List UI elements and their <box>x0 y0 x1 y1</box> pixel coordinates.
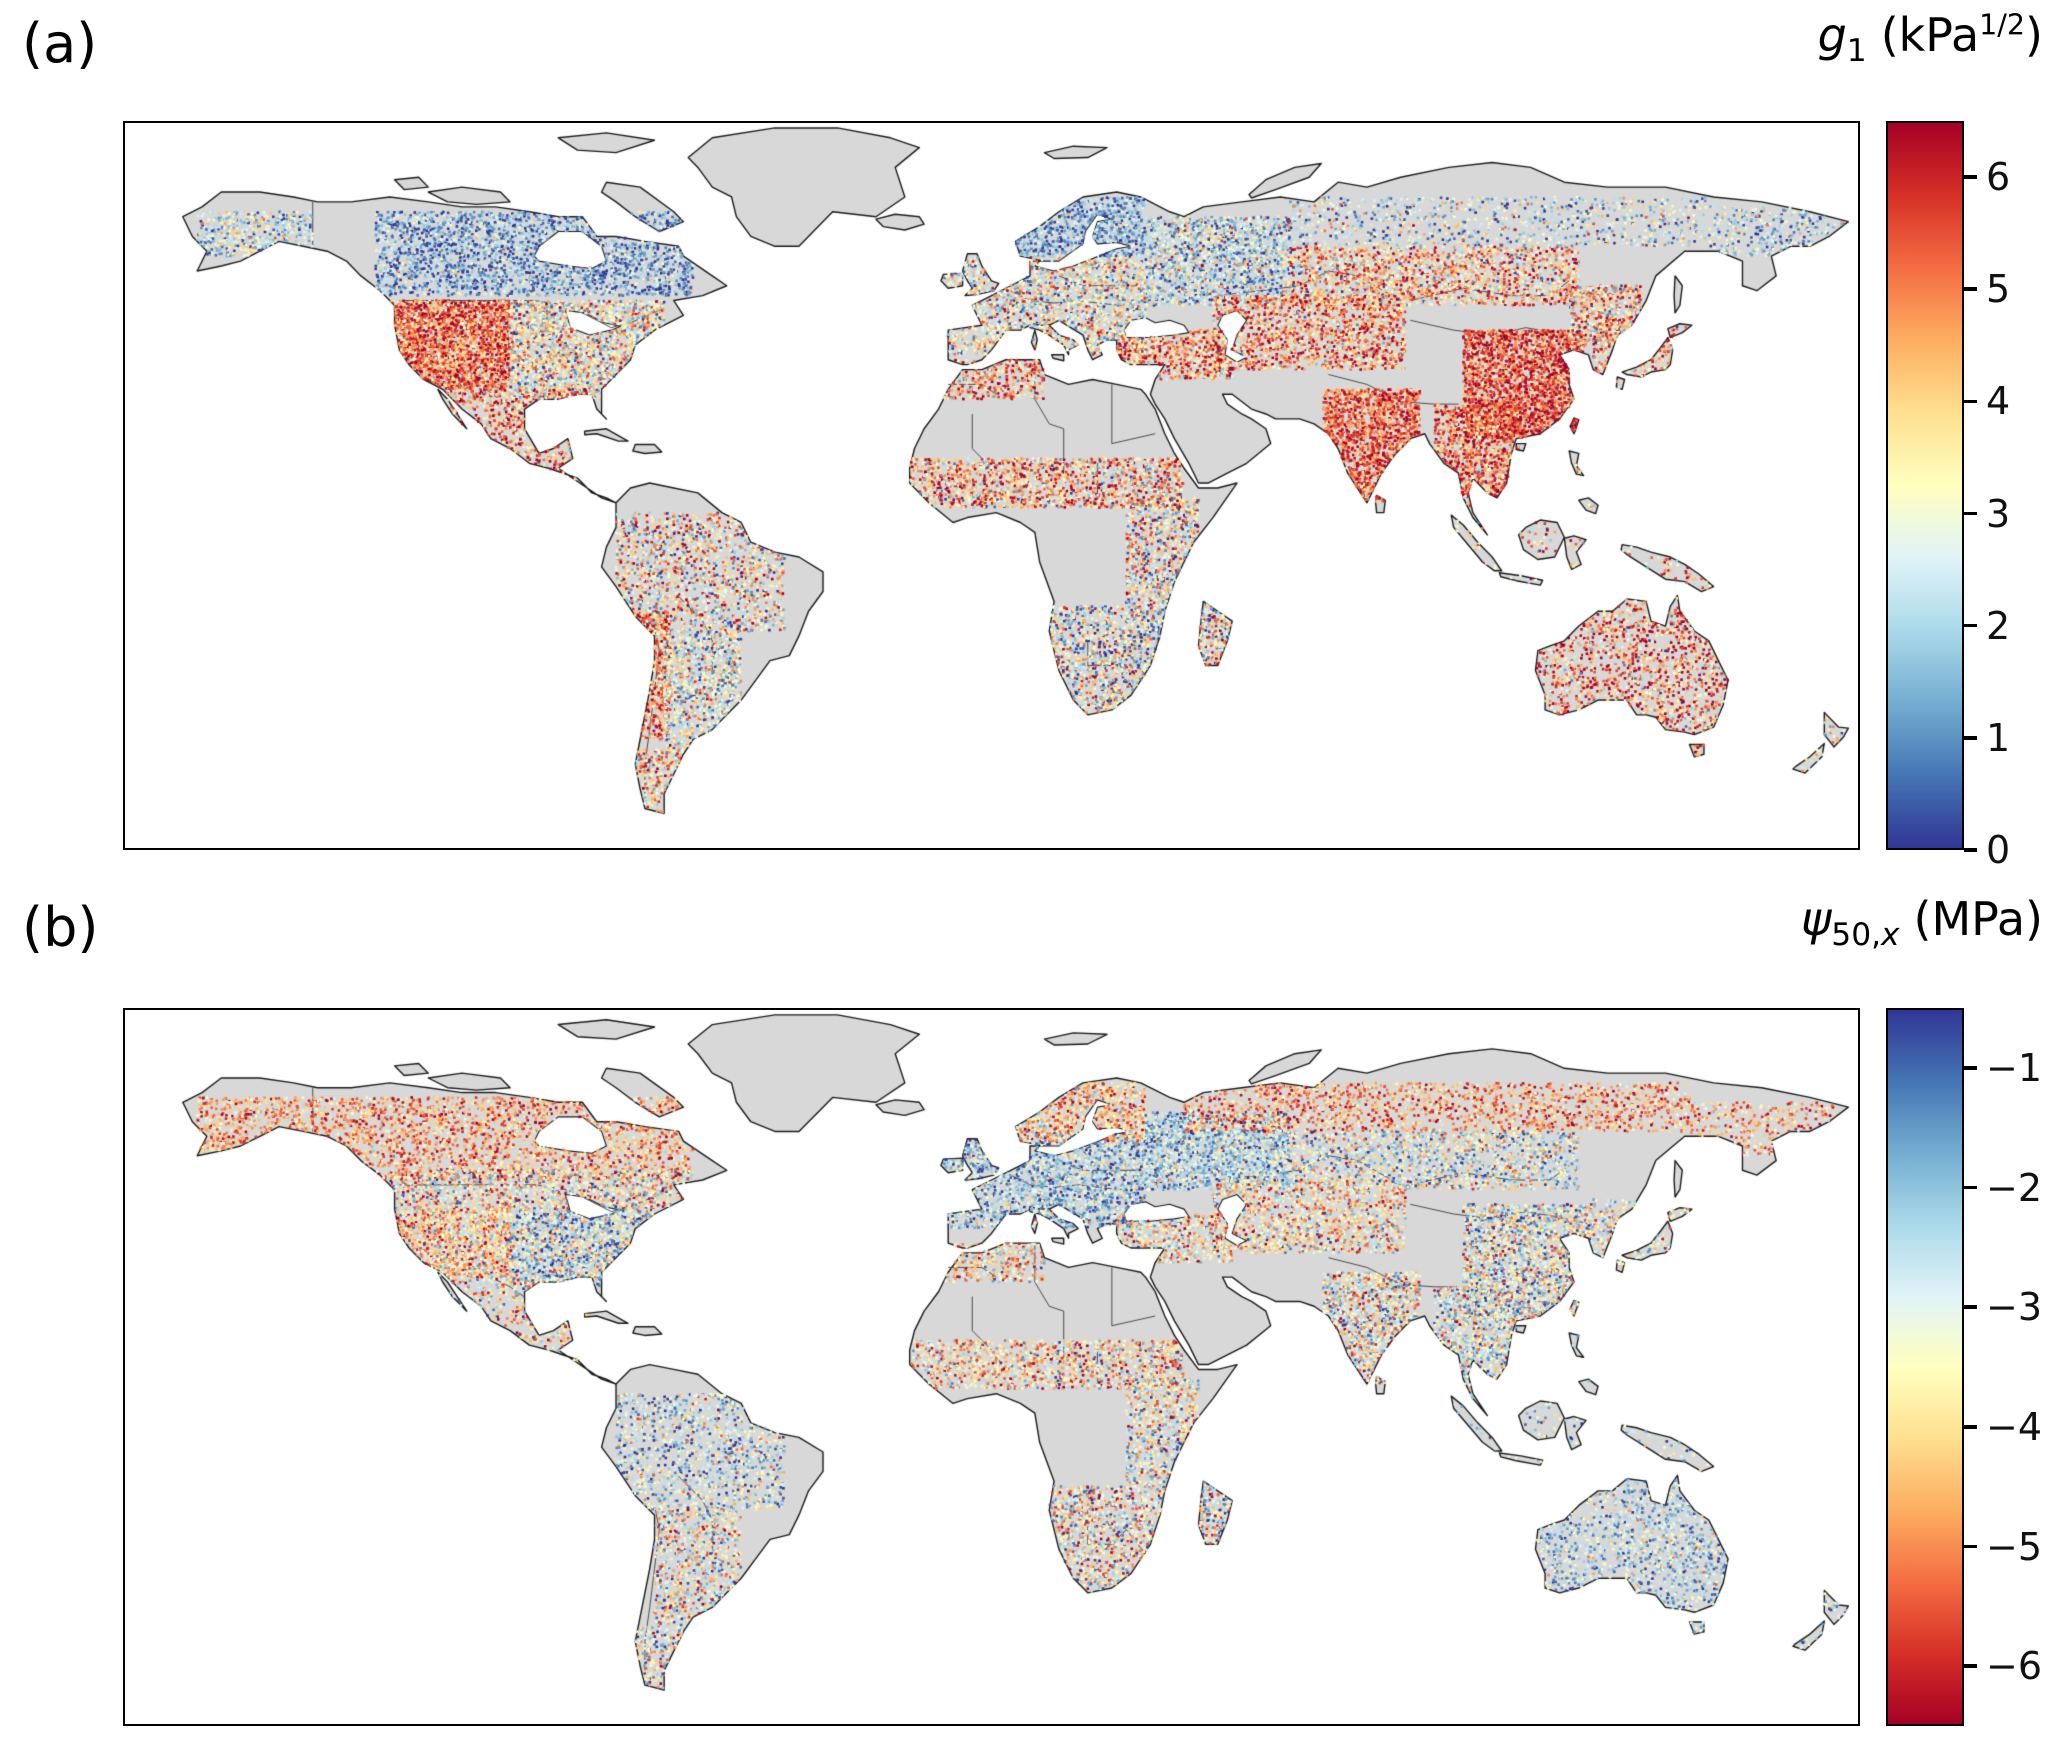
variable-subscript-b: 50,x <box>1831 917 1899 953</box>
colorbar-tick-label: −4 <box>1986 1404 2043 1449</box>
colorbar-title-b: ψ50,x (MPa) <box>1801 892 2043 953</box>
colorbar-tick: −5 <box>1964 1525 2042 1569</box>
colorbar-ticks-a: 0 1 2 3 4 5 6 <box>1886 121 2010 872</box>
colorbar-tick-label: −1 <box>1986 1045 2043 1090</box>
colorbar-tick-mark <box>1964 623 1977 628</box>
colorbar-tick-mark <box>1964 1425 1977 1429</box>
colorbar-tick-mark <box>1964 1066 1977 1070</box>
colorbar-tick: −6 <box>1964 1644 2042 1688</box>
colorbar-tick-label: −3 <box>1986 1285 2043 1330</box>
unit-close-b: ) <box>2025 892 2043 946</box>
unit-open-a: (kPa <box>1880 8 1980 62</box>
colorbar-tick-label: −5 <box>1986 1524 2043 1569</box>
colorbar-tick-label: −6 <box>1986 1644 2043 1689</box>
unit-close-a: ) <box>2025 8 2043 62</box>
colorbar-tick-label: −2 <box>1986 1165 2043 1210</box>
colorbar-tick: −1 <box>1964 1046 2042 1090</box>
colorbar-ticks-b: −1 −2 −3 −4 −5 −6 <box>1886 1008 2042 1726</box>
colorbar-tick: 5 <box>1964 267 2010 311</box>
colorbar-tick: 6 <box>1964 155 2010 199</box>
panel-label-b: (b) <box>22 896 99 959</box>
colorbar-tick-mark <box>1964 1664 1977 1668</box>
colorbar-tick-label: 2 <box>1986 603 2011 648</box>
variable-subscript-a: 1 <box>1847 33 1867 69</box>
colorbar-gradient-a <box>1886 121 1964 850</box>
colorbar-tick-mark <box>1964 511 1977 516</box>
panel-label-a: (a) <box>22 12 98 75</box>
variable-subscript-var-b: x <box>1881 917 1900 954</box>
colorbar-tick-mark <box>1964 175 1977 179</box>
colorbar-tick-mark <box>1964 848 1977 852</box>
colorbar-tick-mark <box>1964 736 1977 740</box>
variable-symbol-a: g <box>1817 8 1847 62</box>
colorbar-tick: 2 <box>1964 604 2010 648</box>
unit-exponent-a: 1/2 <box>1979 8 2026 42</box>
colorbar-tick: 3 <box>1964 492 2010 536</box>
variable-subscript-num-a: 1 <box>1846 33 1867 70</box>
colorbar-tick-mark <box>1964 1305 1977 1309</box>
variable-subscript-num-b: 50, <box>1831 917 1882 954</box>
colorbar-tick-mark <box>1964 287 1977 291</box>
colorbar-tick-label: 6 <box>1986 155 2011 200</box>
colorbar-tick-label: 3 <box>1986 491 2011 536</box>
colorbar-tick-mark <box>1964 1185 1977 1190</box>
colorbar-tick-label: 4 <box>1986 379 2011 424</box>
colorbar-tick: 0 <box>1964 828 2010 872</box>
colorbar-tick-label: 0 <box>1986 828 2011 872</box>
colorbar-tick-label: 1 <box>1986 715 2011 760</box>
colorbar-tick: −4 <box>1964 1405 2042 1449</box>
colorbar-b: −1 −2 −3 −4 −5 −6 <box>1886 1008 2042 1726</box>
colorbar-tick: 1 <box>1964 716 2010 760</box>
colorbar-a: 0 1 2 3 4 5 6 <box>1886 121 2010 872</box>
colorbar-title-a: g1 (kPa1/2) <box>1818 8 2043 69</box>
colorbar-tick-mark <box>1964 399 1977 404</box>
colorbar-tick: 4 <box>1964 379 2010 423</box>
world-map-panel-a <box>123 121 1860 850</box>
colorbar-tick: −2 <box>1964 1166 2042 1210</box>
variable-symbol-b: ψ <box>1800 892 1832 946</box>
world-map-panel-b <box>123 1008 1860 1726</box>
colorbar-tick: −3 <box>1964 1285 2042 1329</box>
colorbar-tick-label: 5 <box>1986 267 2011 312</box>
unit-open-b: (MPa <box>1913 892 2026 946</box>
colorbar-tick-mark <box>1964 1544 1977 1549</box>
colorbar-gradient-b <box>1886 1008 1964 1726</box>
